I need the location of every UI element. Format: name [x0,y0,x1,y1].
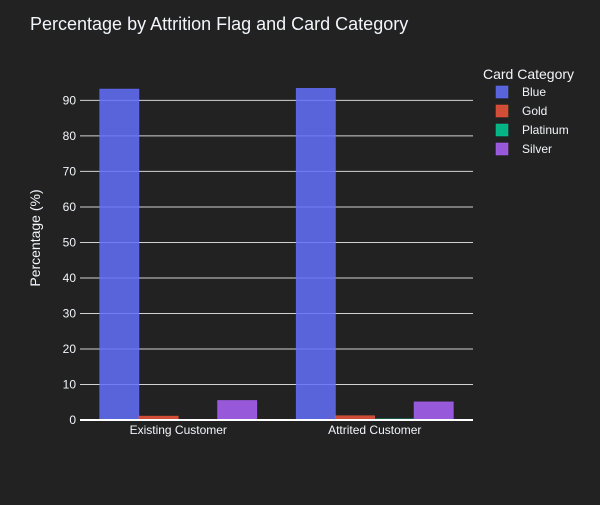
y-tick-label: 10 [63,377,77,391]
y-tick-label: 30 [63,306,77,320]
legend-items: Blue Gold Platinum Silver [495,85,569,156]
axes: 0 10 20 30 40 50 60 70 80 90 Existing Customer Attr… [63,93,473,437]
legend: Card Category Blue Gold Platinum Silver [483,66,574,156]
legend-title: Card Category [483,66,574,82]
gridlines [80,99,473,385]
bar-silver-0 [217,400,258,421]
y-tick-label: 80 [63,129,77,143]
bars [99,88,454,421]
y-tick-label: 0 [69,413,76,427]
bar-blue-0 [99,88,140,421]
legend-label-silver: Silver [522,142,552,156]
legend-swatch-blue [495,85,509,99]
bar-silver-1 [413,401,454,421]
x-tick-label: Existing Customer [130,423,227,437]
y-tick-label: 40 [63,271,77,285]
y-tick-label: 50 [63,235,77,249]
y-tick-label: 70 [63,164,77,178]
y-tick-label: 20 [63,342,77,356]
legend-swatch-gold [495,104,509,118]
x-tick-label: Attrited Customer [328,423,421,437]
bar-blue-1 [295,88,336,421]
legend-swatch-platinum [495,123,509,137]
y-axis-label: Percentage (%) [27,189,43,286]
y-tick-label: 60 [63,200,77,214]
legend-label-platinum: Platinum [522,123,569,137]
legend-label-blue: Blue [522,85,546,99]
chart-title: Percentage by Attrition Flag and Card Ca… [30,14,408,34]
legend-label-gold: Gold [522,104,547,118]
legend-swatch-silver [495,142,509,156]
y-tick-label: 90 [63,93,77,107]
